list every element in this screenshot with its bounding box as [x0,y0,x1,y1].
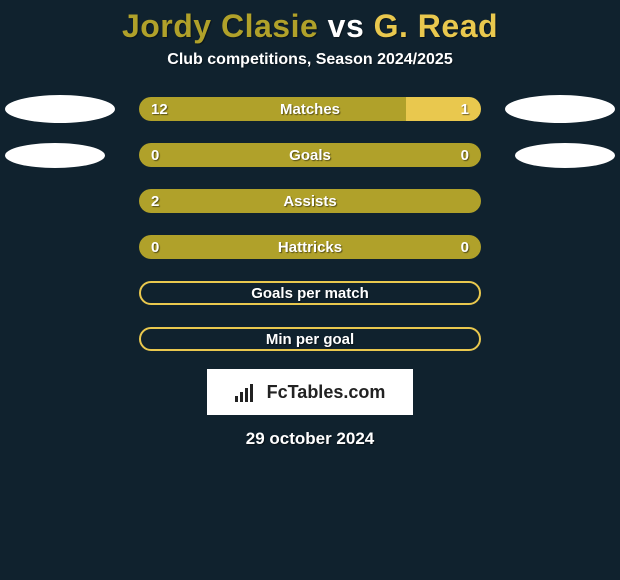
player1-badge [5,143,105,168]
stat-label: Goals per match [251,285,369,302]
logo-box: FcTables.com [207,369,413,415]
subtitle: Club competitions, Season 2024/2025 [0,51,620,69]
stats-list: 12 1 Matches 0 0 Goals 2 Assists 0 0 Hattricks Goal… [0,97,620,351]
stat-value-right: 1 [461,101,469,118]
logo-text: FcTables.com [267,382,386,403]
stat-value-left: 0 [151,147,159,164]
stat-row: 2 Assists [0,189,620,213]
stat-label: Assists [283,193,336,210]
chart-icon [235,382,261,402]
stat-bar: 2 Assists [139,189,481,213]
stat-row: 0 0 Hattricks [0,235,620,259]
stat-row: 0 0 Goals [0,143,620,167]
stat-label: Goals [289,147,331,164]
stat-bar: 12 1 Matches [139,97,481,121]
stat-bar: Min per goal [139,327,481,351]
stat-row: Goals per match [0,281,620,305]
stat-value-left: 12 [151,101,168,118]
stat-label: Min per goal [266,331,354,348]
stat-value-left: 2 [151,193,159,210]
comparison-card: Jordy Clasie vs G. Read Club competition… [0,0,620,449]
stat-bar: 0 0 Hattricks [139,235,481,259]
vs-text: vs [328,8,365,44]
stat-value-left: 0 [151,239,159,256]
title: Jordy Clasie vs G. Read [0,8,620,45]
stat-value-right: 0 [461,147,469,164]
player2-name: G. Read [374,8,498,44]
player1-name: Jordy Clasie [122,8,318,44]
stat-label: Hattricks [278,239,342,256]
player1-badge [5,95,115,123]
stat-value-right: 0 [461,239,469,256]
stat-row: 12 1 Matches [0,97,620,121]
stat-row: Min per goal [0,327,620,351]
stat-label: Matches [280,101,340,118]
stat-bar: 0 0 Goals [139,143,481,167]
stat-bar: Goals per match [139,281,481,305]
player2-badge [515,143,615,168]
player2-badge [505,95,615,123]
date: 29 october 2024 [0,429,620,449]
